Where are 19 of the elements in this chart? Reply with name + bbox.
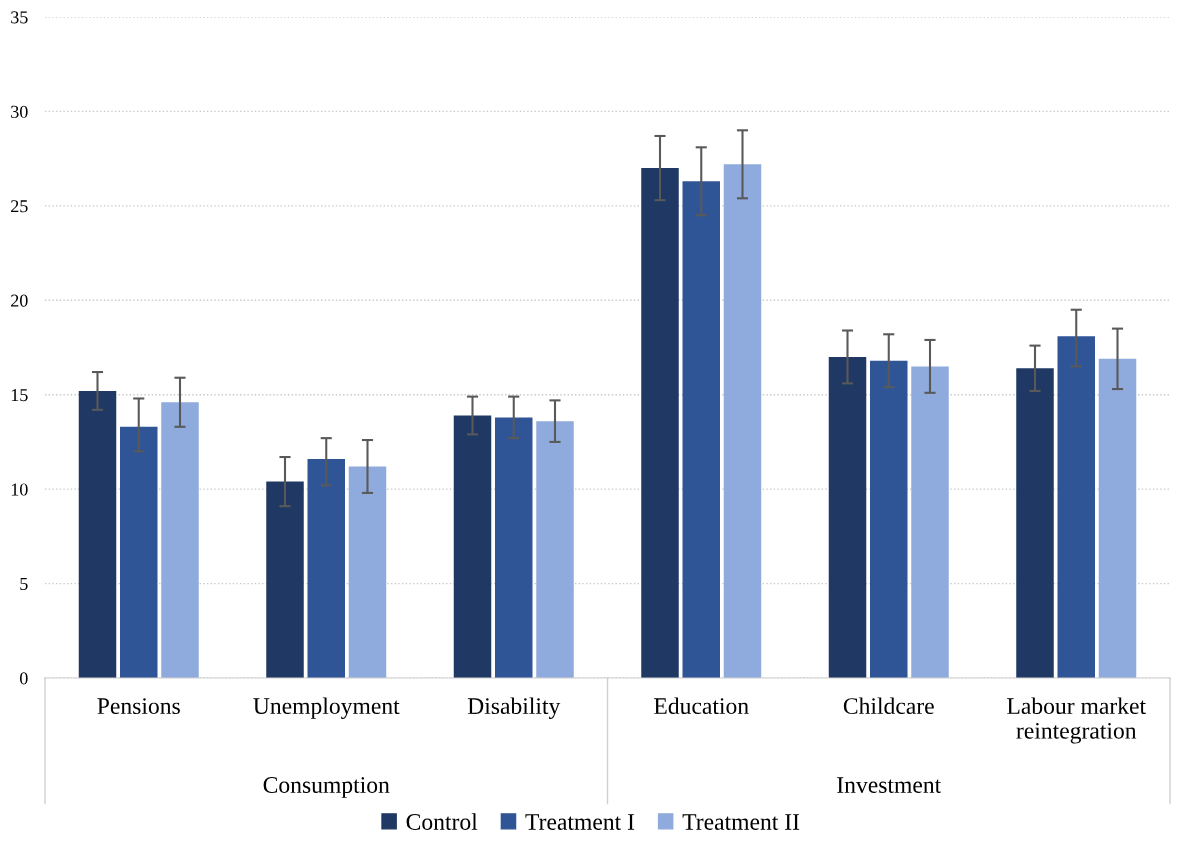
x-tick-label: Unemployment	[253, 697, 400, 719]
y-tick-label: 20	[11, 294, 28, 307]
y-tick-label: 25	[11, 200, 28, 213]
y-tick-label: 0	[19, 672, 28, 685]
x-tick-label: Education	[654, 697, 749, 715]
x-tick-label: Childcare	[843, 697, 934, 715]
text: Investment	[837, 777, 942, 793]
text: Consumption	[263, 777, 390, 798]
legend-label: Treatment II	[682, 814, 800, 830]
x-tick-label: Pensions	[97, 698, 180, 715]
x-tick-label: Labour market reintegration	[1007, 697, 1146, 744]
y-tick-label: 35	[11, 11, 28, 24]
legend-label: Control	[406, 813, 478, 830]
y-tick-label: 5	[20, 578, 28, 591]
y-tick-label: 15	[11, 389, 28, 402]
legend-label: Treatment I	[525, 814, 635, 830]
x-tick-label: Disability	[467, 697, 561, 719]
y-tick-label: 30	[11, 105, 28, 118]
y-tick-label: 10	[11, 483, 28, 496]
